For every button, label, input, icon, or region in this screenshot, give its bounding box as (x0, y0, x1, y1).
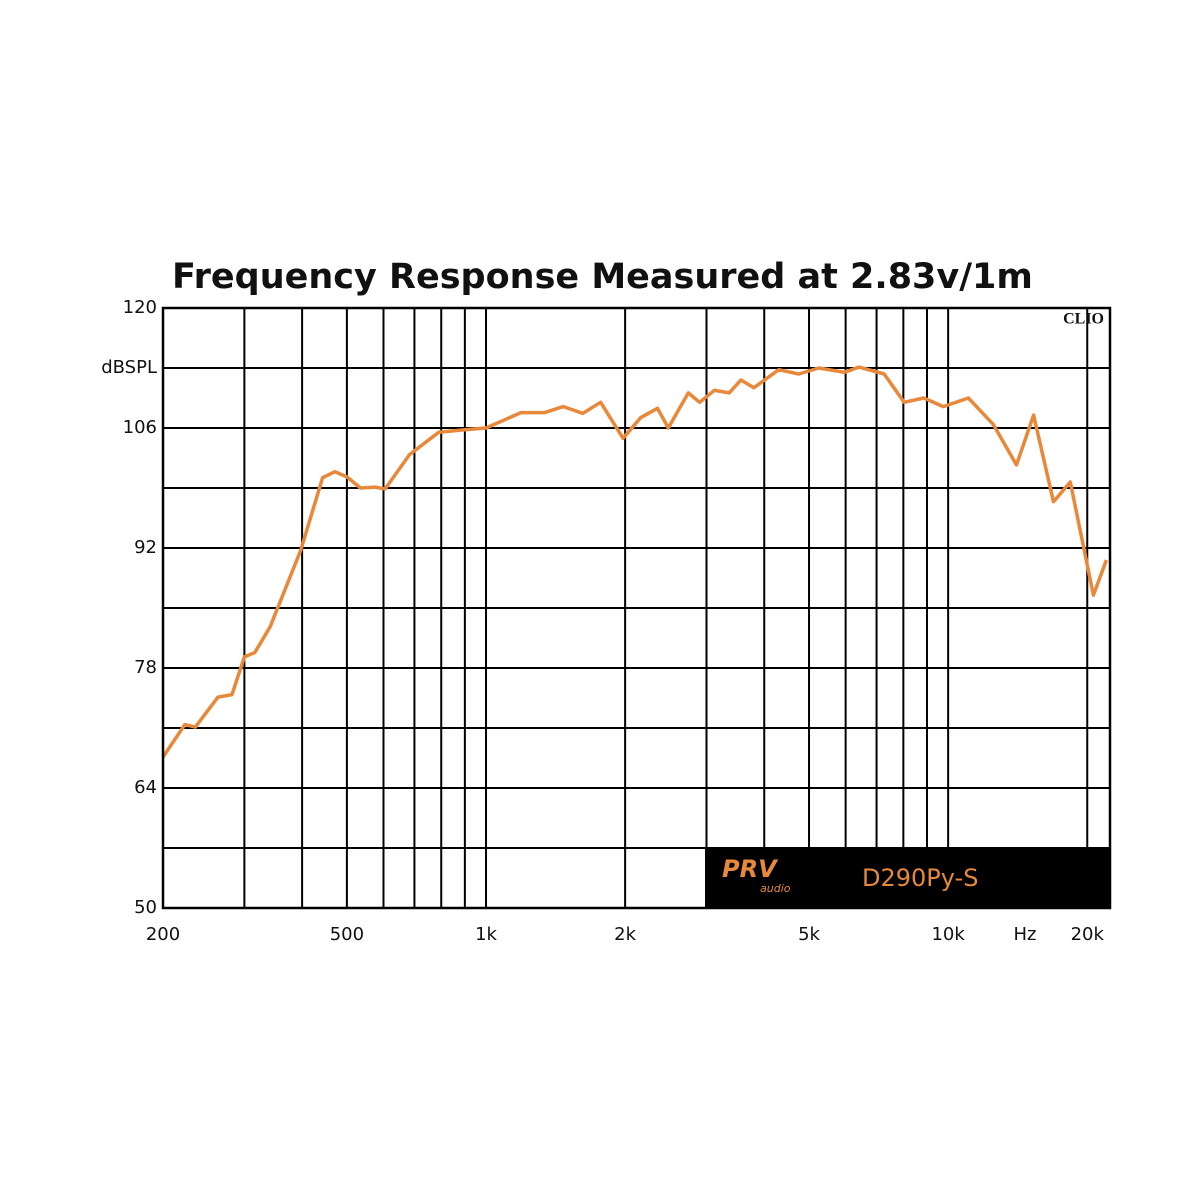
x-tick-label: 500 (330, 924, 364, 945)
y-tick-label: 92 (134, 537, 157, 558)
y-tick-label: dBSPL (101, 357, 157, 378)
legend-series: D290Py-S (862, 864, 978, 892)
x-unit-label: Hz (1014, 924, 1037, 945)
x-tick-label: 20k (1071, 924, 1105, 945)
x-tick-label: 200 (146, 924, 180, 945)
legend-brand-sub: audio (760, 882, 791, 895)
y-tick-label: 78 (134, 657, 157, 678)
chart-title: Frequency Response Measured at 2.83v/1m (172, 257, 1033, 297)
x-tick-label: 1k (475, 924, 497, 945)
corner-label: CLIO (1063, 311, 1104, 328)
frequency-response-line (161, 365, 1109, 759)
x-tick-label: 5k (798, 924, 820, 945)
y-tick-label: 50 (134, 897, 157, 918)
x-tick-label: 10k (931, 924, 965, 945)
plot-border (161, 306, 1112, 910)
y-tick-label: 64 (134, 777, 157, 798)
x-tick-label: 2k (614, 924, 636, 945)
y-tick-label: 120 (123, 297, 157, 318)
legend-box (705, 847, 1110, 908)
y-tick-label: 106 (123, 417, 157, 438)
legend-brand: PRV (722, 855, 779, 883)
